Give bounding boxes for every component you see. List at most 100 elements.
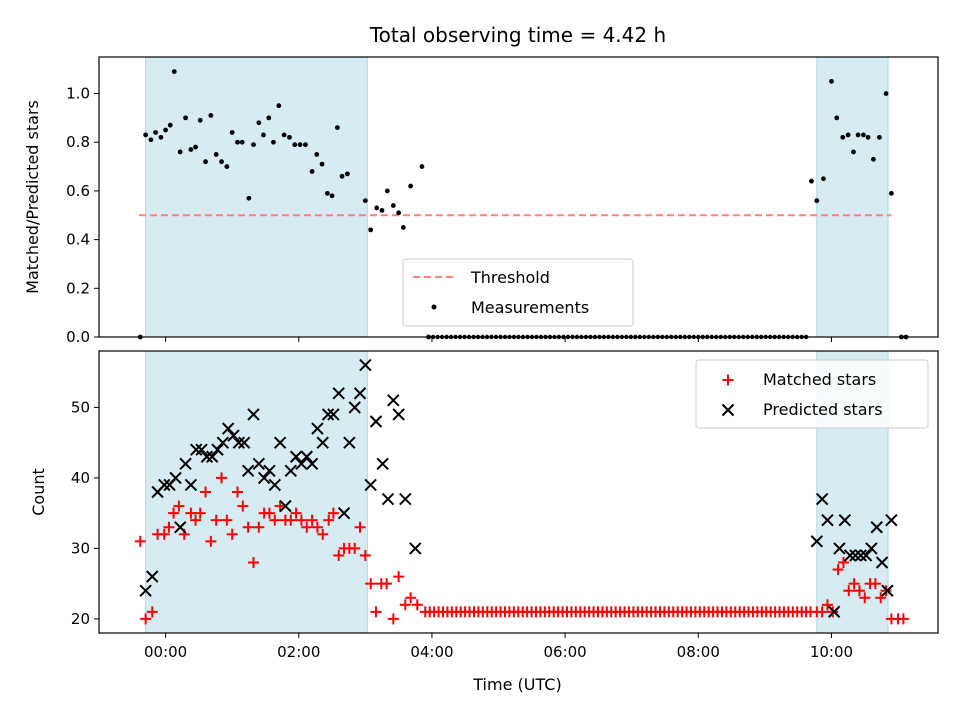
matched-star-marker: [359, 549, 371, 561]
predicted-star-marker: [399, 492, 412, 506]
measurement-point: [235, 139, 240, 145]
matched-star-marker: [247, 557, 259, 568]
ratio-panel-y-tick-label: 0.6: [66, 182, 90, 200]
predicted-star-marker-b: [881, 584, 894, 597]
predicted-star-marker: [843, 549, 857, 562]
matched-star-marker: [393, 571, 405, 583]
predicted-star-marker: [268, 478, 281, 492]
measurement-point: [809, 178, 814, 184]
count-panel-y-ticks: 20 30 40 50: [71, 398, 99, 628]
matched-star-marker: [853, 585, 865, 597]
predicted-star-marker-b: [232, 436, 246, 449]
measurement-point: [814, 198, 820, 204]
predicted-star-marker-b: [289, 450, 303, 463]
matched-star-marker: [311, 521, 323, 533]
predicted-star-marker: [190, 443, 203, 456]
legend-predicted-marker-b: [721, 403, 735, 417]
measurement-point: [171, 69, 177, 75]
predicted-star-marker: [174, 521, 187, 534]
predicted-star-marker: [849, 549, 862, 562]
predicted-star-marker-b: [327, 408, 340, 421]
predicted-star-marker-b: [179, 457, 192, 471]
predicted-star-marker: [815, 492, 829, 506]
predicted-star-marker-b: [381, 492, 395, 506]
predicted-star-marker-b: [376, 457, 389, 471]
measurement-point: [188, 147, 194, 152]
measurement-point: [871, 156, 876, 162]
shaded-interval-1: [145, 350, 368, 634]
measurement-point: [208, 113, 214, 118]
count-panel-frame: [98, 350, 939, 634]
matched-star-marker: [242, 521, 254, 533]
predicted-star-marker-b: [353, 387, 367, 400]
predicted-star-marker-b: [343, 436, 356, 449]
legend-measurements-swatch: [431, 304, 437, 310]
predicted-star-marker-b: [295, 457, 308, 471]
matched-star-marker: [327, 507, 339, 519]
predicted-stars-points: [139, 358, 898, 619]
predicted-star-marker-b: [348, 401, 361, 414]
predicted-star-marker-b: [241, 464, 255, 478]
predicted-star-marker-b: [364, 478, 377, 492]
predicted-star-marker: [227, 429, 240, 442]
predicted-star-marker: [881, 584, 894, 597]
measurement-point: [374, 205, 380, 211]
measurement-point: [883, 91, 889, 96]
measurement-point: [213, 151, 219, 157]
predicted-star-marker: [376, 457, 389, 471]
predicted-star-marker-b: [359, 358, 372, 372]
predicted-star-marker: [252, 457, 266, 471]
predicted-star-marker: [241, 464, 255, 478]
predicted-star-marker-b: [252, 457, 266, 471]
legend-matched-marker: [722, 374, 734, 386]
predicted-star-marker: [885, 513, 898, 527]
matched-star-marker: [832, 564, 844, 576]
measurement-point: [276, 103, 282, 109]
predicted-star-marker-b: [237, 436, 251, 449]
predicted-star-marker-b: [821, 513, 834, 527]
ratio-panel-x-ticks: [165, 337, 832, 342]
ratio-panel-y-tick-label: 0.2: [66, 279, 90, 297]
predicted-star-marker: [875, 556, 889, 569]
matched-star-marker: [875, 592, 887, 604]
matched-star-marker: [194, 507, 206, 519]
predicted-star-marker: [327, 408, 340, 421]
predicted-star-marker: [146, 570, 159, 583]
x-tick-label: 00:00: [144, 643, 187, 661]
measurement-point: [271, 139, 276, 145]
matched-star-marker: [381, 578, 393, 590]
measurement-point: [148, 137, 154, 143]
ratio-panel-y-tick-label: 0.0: [66, 328, 90, 346]
measurement-point: [193, 144, 198, 150]
matched-star-marker: [200, 486, 212, 498]
measurement-point: [203, 159, 208, 165]
predicted-star-marker-b: [337, 506, 351, 520]
predicted-star-marker: [169, 471, 182, 485]
predicted-star-marker: [321, 408, 335, 421]
legend-matched-swatch: [722, 374, 734, 386]
measurement-point: [229, 130, 235, 135]
predicted-star-marker-b: [284, 464, 297, 478]
x-tick-label: 10:00: [810, 643, 853, 661]
predicted-star-marker: [316, 436, 329, 449]
measurement-point: [324, 190, 330, 196]
x-tick-label: 06:00: [543, 643, 586, 661]
shaded-interval-2: [816, 56, 889, 338]
predicted-star-marker-b: [263, 464, 276, 478]
predicted-star-marker-b: [195, 443, 208, 456]
ratio-panel-y-label: Matched/Predicted stars: [23, 100, 42, 294]
ratio-panel-y-tick-label: 0.8: [66, 133, 90, 151]
measurement-point: [888, 190, 894, 196]
measurement-point: [224, 164, 230, 169]
ratio-panel-y-tick-label: 1.0: [66, 85, 90, 103]
matched-star-marker: [173, 500, 185, 512]
matched-star-marker: [837, 557, 849, 568]
predicted-star-marker-b: [184, 478, 198, 492]
matched-star-marker: [210, 514, 222, 526]
predicted-star-marker-b: [875, 556, 889, 569]
predicted-star-marker: [273, 436, 287, 449]
predicted-star-marker-b: [849, 549, 862, 562]
predicted-star-marker-b: [216, 436, 230, 449]
predicted-star-marker-b: [146, 570, 159, 583]
